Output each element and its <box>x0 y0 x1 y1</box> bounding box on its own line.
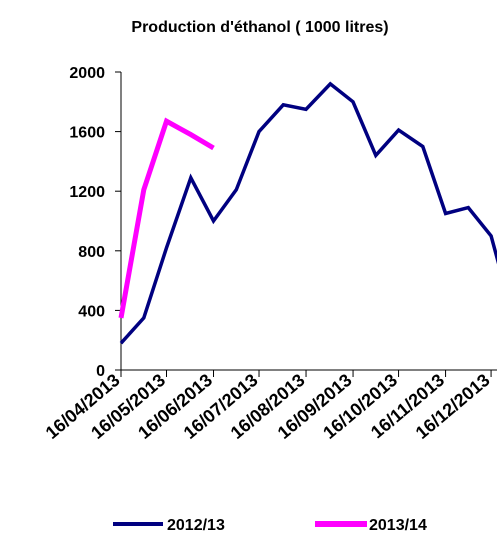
legend: 2012/13 2013/14 <box>113 517 427 534</box>
legend-label-1: 2012/13 <box>167 517 225 534</box>
y-tick-label: 2000 <box>69 65 105 82</box>
series-line-1 <box>119 81 497 345</box>
y-tick-label: 1200 <box>69 184 105 201</box>
legend-label-2: 2013/14 <box>369 517 427 534</box>
y-tick-label: 800 <box>78 244 105 261</box>
chart-title: Production d'éthanol ( 1000 litres) <box>131 19 388 36</box>
y-tick-label: 400 <box>78 303 105 320</box>
plot-area: 040080012001600200016/04/201316/05/20131… <box>42 65 497 443</box>
series-line-2 <box>118 117 215 319</box>
y-tick-label: 1600 <box>69 125 105 142</box>
y-tick-label: 0 <box>96 363 105 380</box>
